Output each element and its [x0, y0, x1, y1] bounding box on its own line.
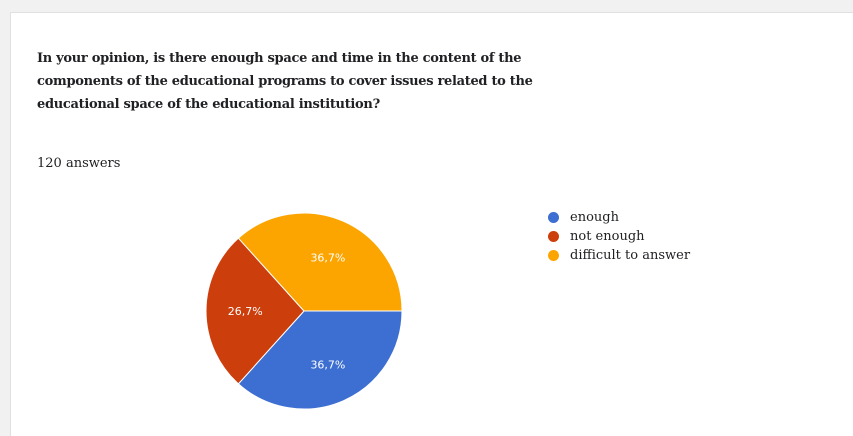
pie-chart: 36,7% 26,7% 36,7%: [205, 212, 403, 410]
legend: enough not enough difficult to answer: [548, 208, 690, 265]
legend-item-difficult[interactable]: difficult to answer: [548, 246, 690, 265]
question-card: In your opinion, is there enough space a…: [10, 12, 853, 436]
pie-label-enough: 36,7%: [310, 359, 345, 372]
legend-label-enough: enough: [570, 210, 619, 225]
pie-label-not-enough: 26,7%: [228, 305, 263, 318]
legend-label-not-enough: not enough: [570, 229, 645, 244]
legend-item-not-enough[interactable]: not enough: [548, 227, 690, 246]
legend-swatch-not-enough: [548, 231, 559, 242]
pie-slice-enough[interactable]: [237, 310, 403, 410]
pie-slice-difficult[interactable]: [237, 212, 403, 312]
answer-count: 120 answers: [37, 156, 121, 171]
legend-item-enough[interactable]: enough: [548, 208, 690, 227]
pie-slice-not-enough[interactable]: [205, 237, 305, 385]
question-title: In your opinion, is there enough space a…: [37, 51, 533, 112]
legend-swatch-enough: [548, 212, 559, 223]
legend-swatch-difficult: [548, 250, 559, 261]
pie-label-difficult: 36,7%: [310, 251, 345, 264]
legend-label-difficult: difficult to answer: [570, 248, 691, 263]
